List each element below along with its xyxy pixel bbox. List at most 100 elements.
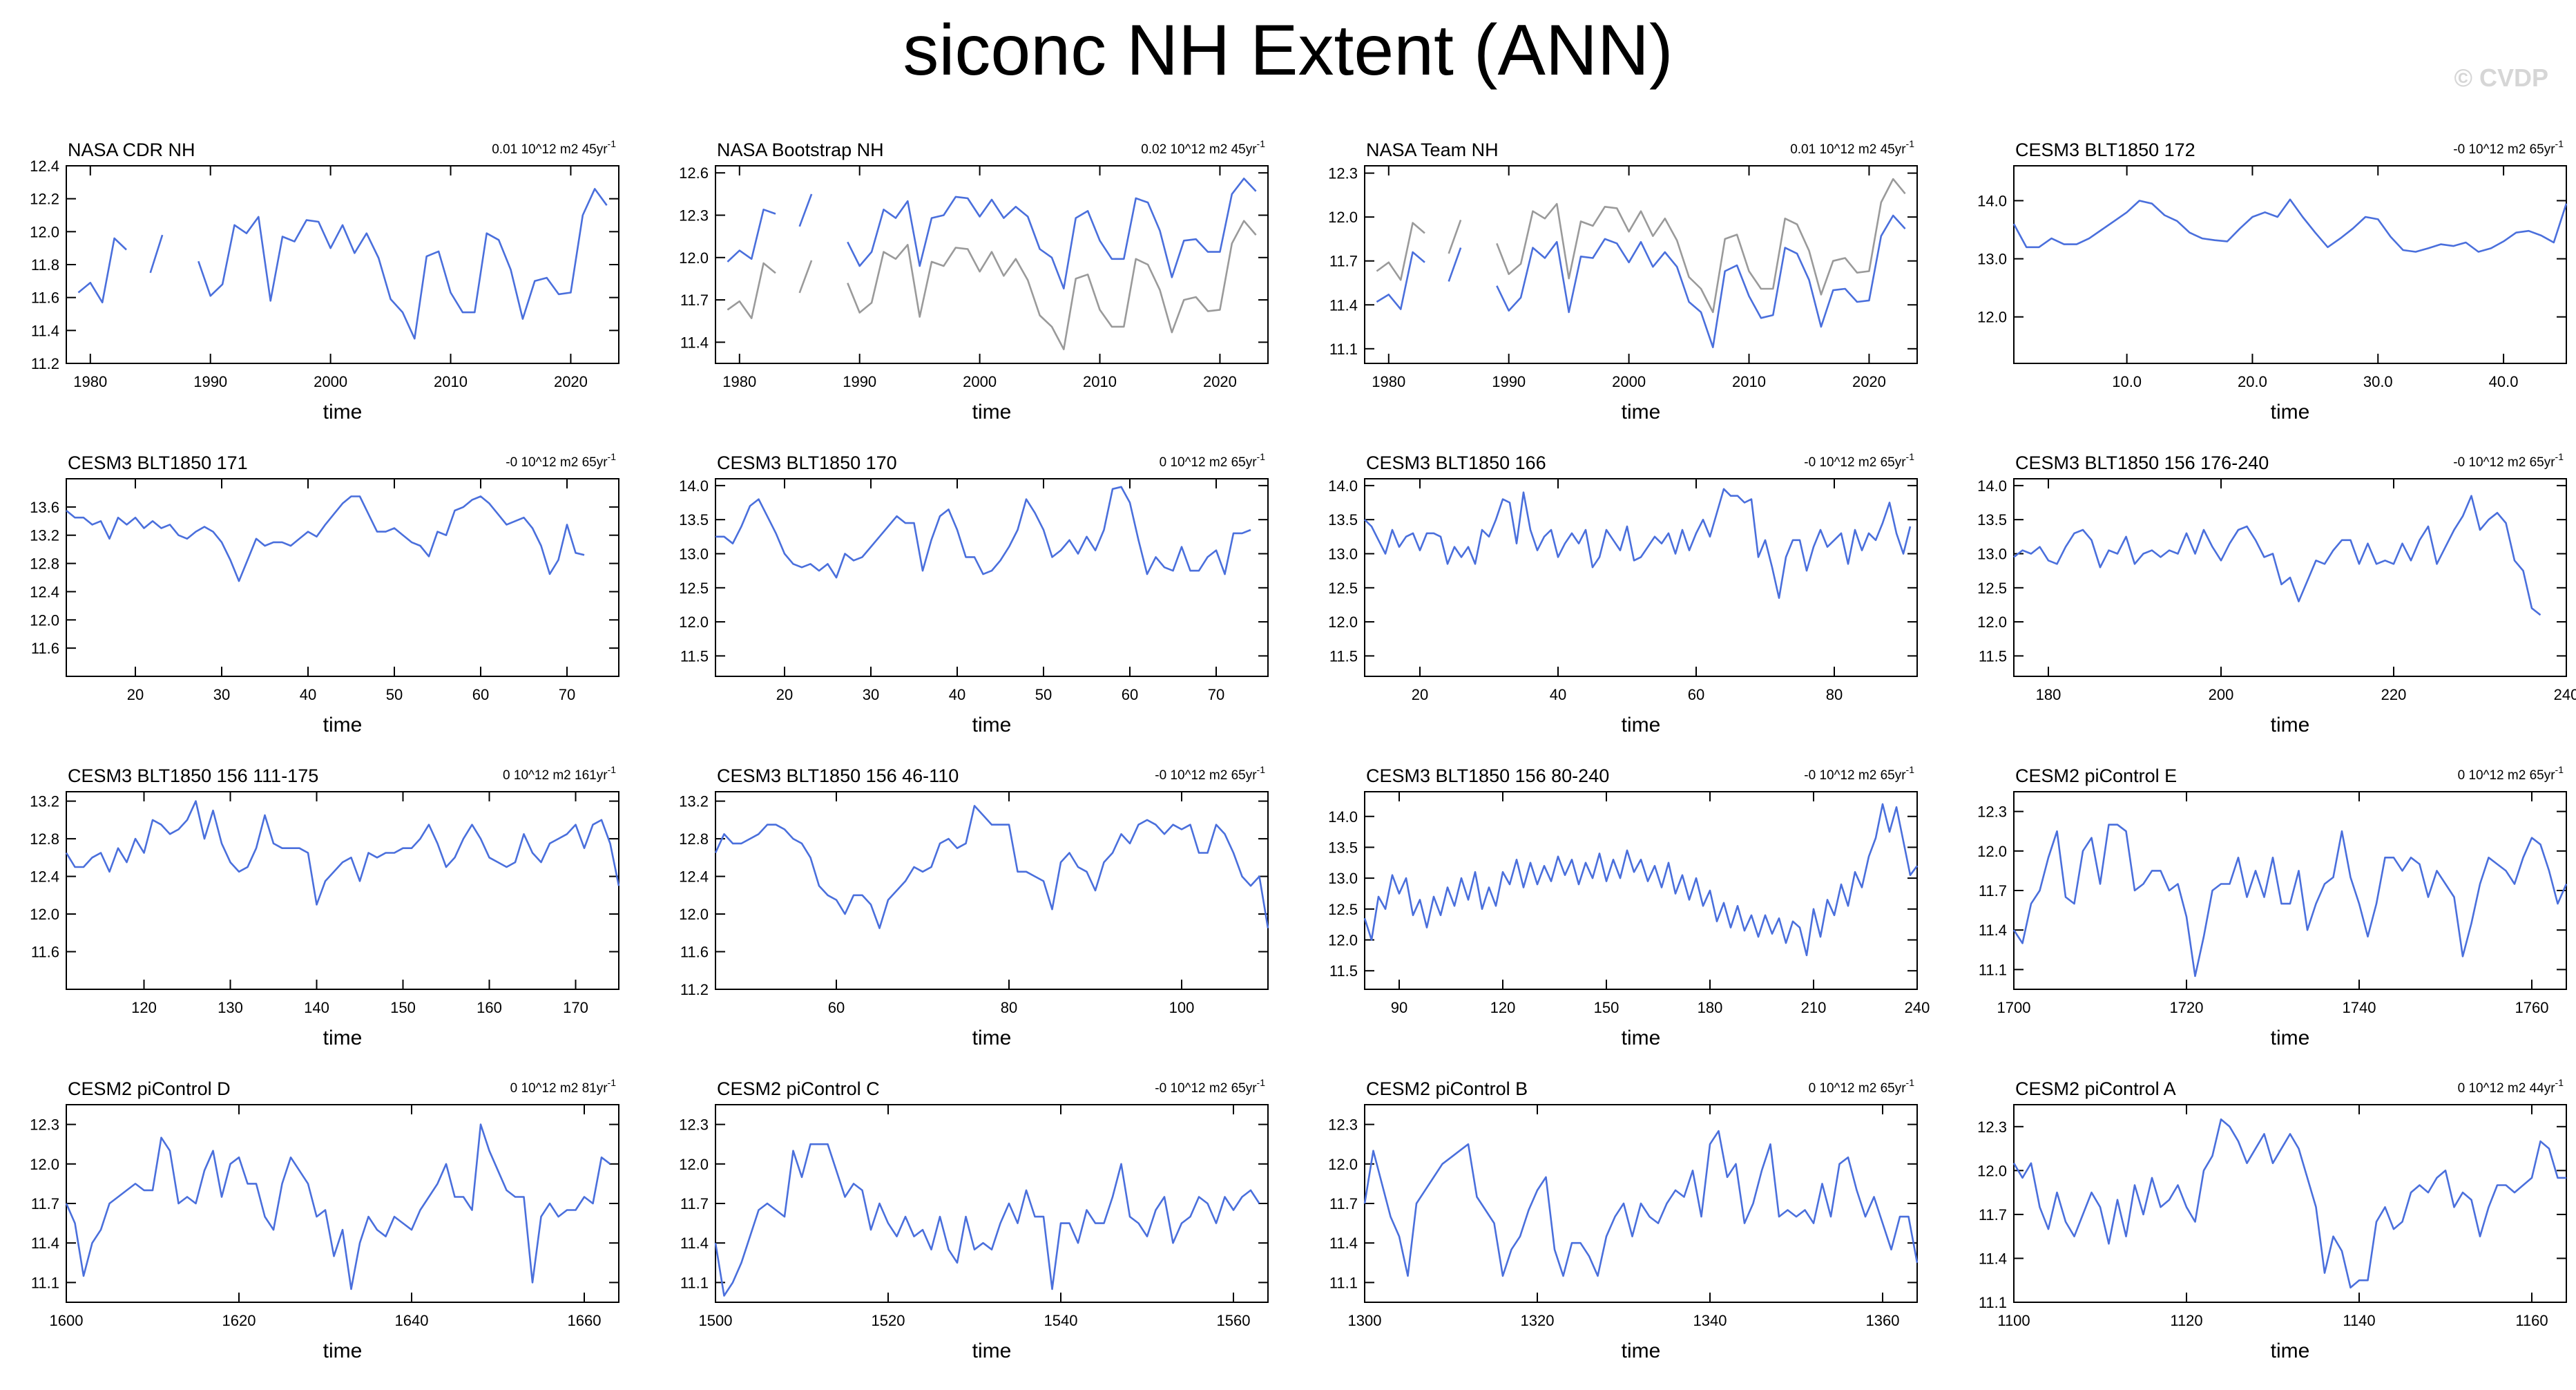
x-tick-label: 210 xyxy=(1801,999,1827,1016)
series-line-0 xyxy=(714,1143,1260,1297)
chart-panel-14: CESM2 piControl B 0 10^12 m2 65yr-1 11.1 11… xyxy=(1328,1077,1919,1362)
x-axis-label: time xyxy=(2271,1027,2310,1049)
trend-exponent: -1 xyxy=(1906,451,1915,462)
x-axis-label: time xyxy=(2271,1340,2310,1362)
trend-exponent: -1 xyxy=(1257,451,1266,462)
trend-exponent: -1 xyxy=(1257,1077,1266,1088)
trend-exponent: -1 xyxy=(1257,764,1266,775)
x-tick-label: 130 xyxy=(218,999,243,1016)
x-axis-label: time xyxy=(1622,714,1661,736)
x-tick-label: 50 xyxy=(1035,686,1052,703)
y-tick-label: 11.4 xyxy=(1979,922,2007,939)
panel-title: CESM3 BLT1850 156 176-240 xyxy=(2015,453,2269,473)
y-tick-label: 11.5 xyxy=(1329,647,1358,665)
x-tick-label: 1300 xyxy=(1348,1312,1382,1329)
panel-title: CESM2 piControl C xyxy=(717,1078,880,1099)
trend-value: 0 10^12 m2 44yr xyxy=(2458,1081,2556,1096)
trend-value: -0 10^12 m2 65yr xyxy=(1155,1081,1257,1096)
trend-exponent: -1 xyxy=(1906,1077,1915,1088)
x-tick-label: 240 xyxy=(2554,686,2576,703)
plot-frame xyxy=(66,478,619,677)
chart-panel-11: CESM2 piControl E 0 10^12 m2 65yr-1 11.1 11… xyxy=(1977,764,2568,1049)
panel-title: CESM3 BLT1850 172 xyxy=(2015,140,2195,160)
series-line-0 xyxy=(715,486,1251,579)
x-tick-label: 1100 xyxy=(1997,1312,2030,1329)
y-tick-label: 11.4 xyxy=(31,322,59,339)
y-tick-label: 12.0 xyxy=(679,1156,709,1173)
x-tick-label: 1990 xyxy=(843,373,876,390)
y-tick-label: 12.0 xyxy=(30,1156,59,1173)
y-tick-label: 11.8 xyxy=(31,256,59,274)
x-tick-label: 20 xyxy=(1412,686,1428,703)
y-tick-label: 12.6 xyxy=(679,164,709,182)
x-tick-label: 150 xyxy=(1594,999,1619,1016)
x-tick-label: 150 xyxy=(390,999,416,1016)
y-tick-label: 12.3 xyxy=(1977,1118,2007,1136)
x-axis-label: time xyxy=(1622,401,1661,423)
x-tick-label: 1140 xyxy=(2343,1312,2375,1329)
x-tick-label: 1700 xyxy=(1997,999,2031,1016)
trend-label: 0.02 10^12 m2 45yr-1 xyxy=(1141,138,1265,157)
series-line-0 xyxy=(1376,178,1906,314)
y-tick-label: 12.3 xyxy=(679,1116,709,1134)
x-tick-label: 10.0 xyxy=(2112,373,2142,390)
panel-title: NASA CDR NH xyxy=(68,140,195,160)
x-tick-label: 1980 xyxy=(722,373,756,390)
trend-value: 0 10^12 m2 65yr xyxy=(1809,1081,1907,1096)
y-tick-label: 13.6 xyxy=(30,499,59,516)
trend-exponent: -1 xyxy=(2555,1077,2564,1088)
x-axis-label: time xyxy=(1622,1027,1661,1049)
trend-label: 0 10^12 m2 65yr-1 xyxy=(2458,764,2564,783)
x-tick-label: 2000 xyxy=(1612,373,1646,390)
trend-label: -0 10^12 m2 65yr-1 xyxy=(506,451,616,470)
y-tick-label: 12.0 xyxy=(30,906,59,923)
plot-frame xyxy=(2013,478,2567,677)
trend-exponent: -1 xyxy=(608,1077,617,1088)
y-tick-label: 12.0 xyxy=(679,906,709,923)
x-tick-label: 1340 xyxy=(1693,1312,1727,1329)
plot-frame xyxy=(2013,791,2567,990)
trend-label: -0 10^12 m2 65yr-1 xyxy=(2453,138,2564,157)
y-tick-label: 12.5 xyxy=(1328,901,1358,918)
trend-label: -0 10^12 m2 65yr-1 xyxy=(1804,451,1914,470)
trend-value: -0 10^12 m2 65yr xyxy=(2453,142,2555,157)
panel-title: CESM2 piControl E xyxy=(2015,765,2177,786)
y-tick-label: 13.5 xyxy=(1328,839,1358,856)
x-tick-label: 70 xyxy=(1208,686,1224,703)
page-title: siconc NH Extent (ANN) xyxy=(903,10,1673,91)
plot-frame xyxy=(1364,478,1918,677)
y-tick-label: 11.1 xyxy=(680,1274,709,1291)
chart-panel-7: CESM3 BLT1850 156 176-240 -0 10^12 m2 65y… xyxy=(1977,451,2576,736)
y-tick-label: 13.0 xyxy=(1328,545,1358,562)
chart-panel-4: CESM3 BLT1850 171 -0 10^12 m2 65yr-1 11.6 1… xyxy=(30,451,619,736)
y-tick-label: 11.5 xyxy=(680,647,709,665)
x-tick-label: 1990 xyxy=(193,373,227,390)
x-axis-label: time xyxy=(323,1340,363,1362)
trend-exponent: -1 xyxy=(2555,451,2564,462)
y-tick-label: 11.7 xyxy=(1979,1206,2007,1224)
chart-panel-9: CESM3 BLT1850 156 46-110 -0 10^12 m2 65yr… xyxy=(679,764,1269,1049)
y-tick-label: 13.0 xyxy=(1977,545,2007,562)
y-tick-label: 12.0 xyxy=(679,249,709,267)
chart-panel-10: CESM3 BLT1850 156 80-240 -0 10^12 m2 65yr… xyxy=(1328,764,1930,1049)
y-tick-label: 11.4 xyxy=(1329,1235,1358,1252)
panel-title: CESM2 piControl A xyxy=(2015,1078,2176,1099)
x-tick-label: 120 xyxy=(1490,999,1516,1016)
trend-value: 0 10^12 m2 161yr xyxy=(503,768,608,783)
x-axis-label: time xyxy=(323,714,363,736)
y-tick-label: 11.1 xyxy=(1979,1294,2007,1311)
y-tick-label: 11.1 xyxy=(1979,961,2007,978)
plot-frame xyxy=(2013,1104,2567,1303)
trend-value: -0 10^12 m2 65yr xyxy=(1155,768,1257,783)
panel-title: CESM3 BLT1850 156 80-240 xyxy=(1366,765,1609,786)
y-tick-label: 11.5 xyxy=(1329,962,1358,980)
x-tick-label: 180 xyxy=(1698,999,1723,1016)
plot-frame xyxy=(715,791,1269,990)
panel-title: CESM3 BLT1850 156 46-110 xyxy=(717,765,959,786)
x-tick-label: 1990 xyxy=(1492,373,1526,390)
x-tick-label: 1760 xyxy=(2515,999,2549,1016)
y-tick-label: 12.5 xyxy=(1328,580,1358,597)
trend-label: -0 10^12 m2 65yr-1 xyxy=(1155,764,1265,783)
x-tick-label: 1980 xyxy=(1372,373,1405,390)
